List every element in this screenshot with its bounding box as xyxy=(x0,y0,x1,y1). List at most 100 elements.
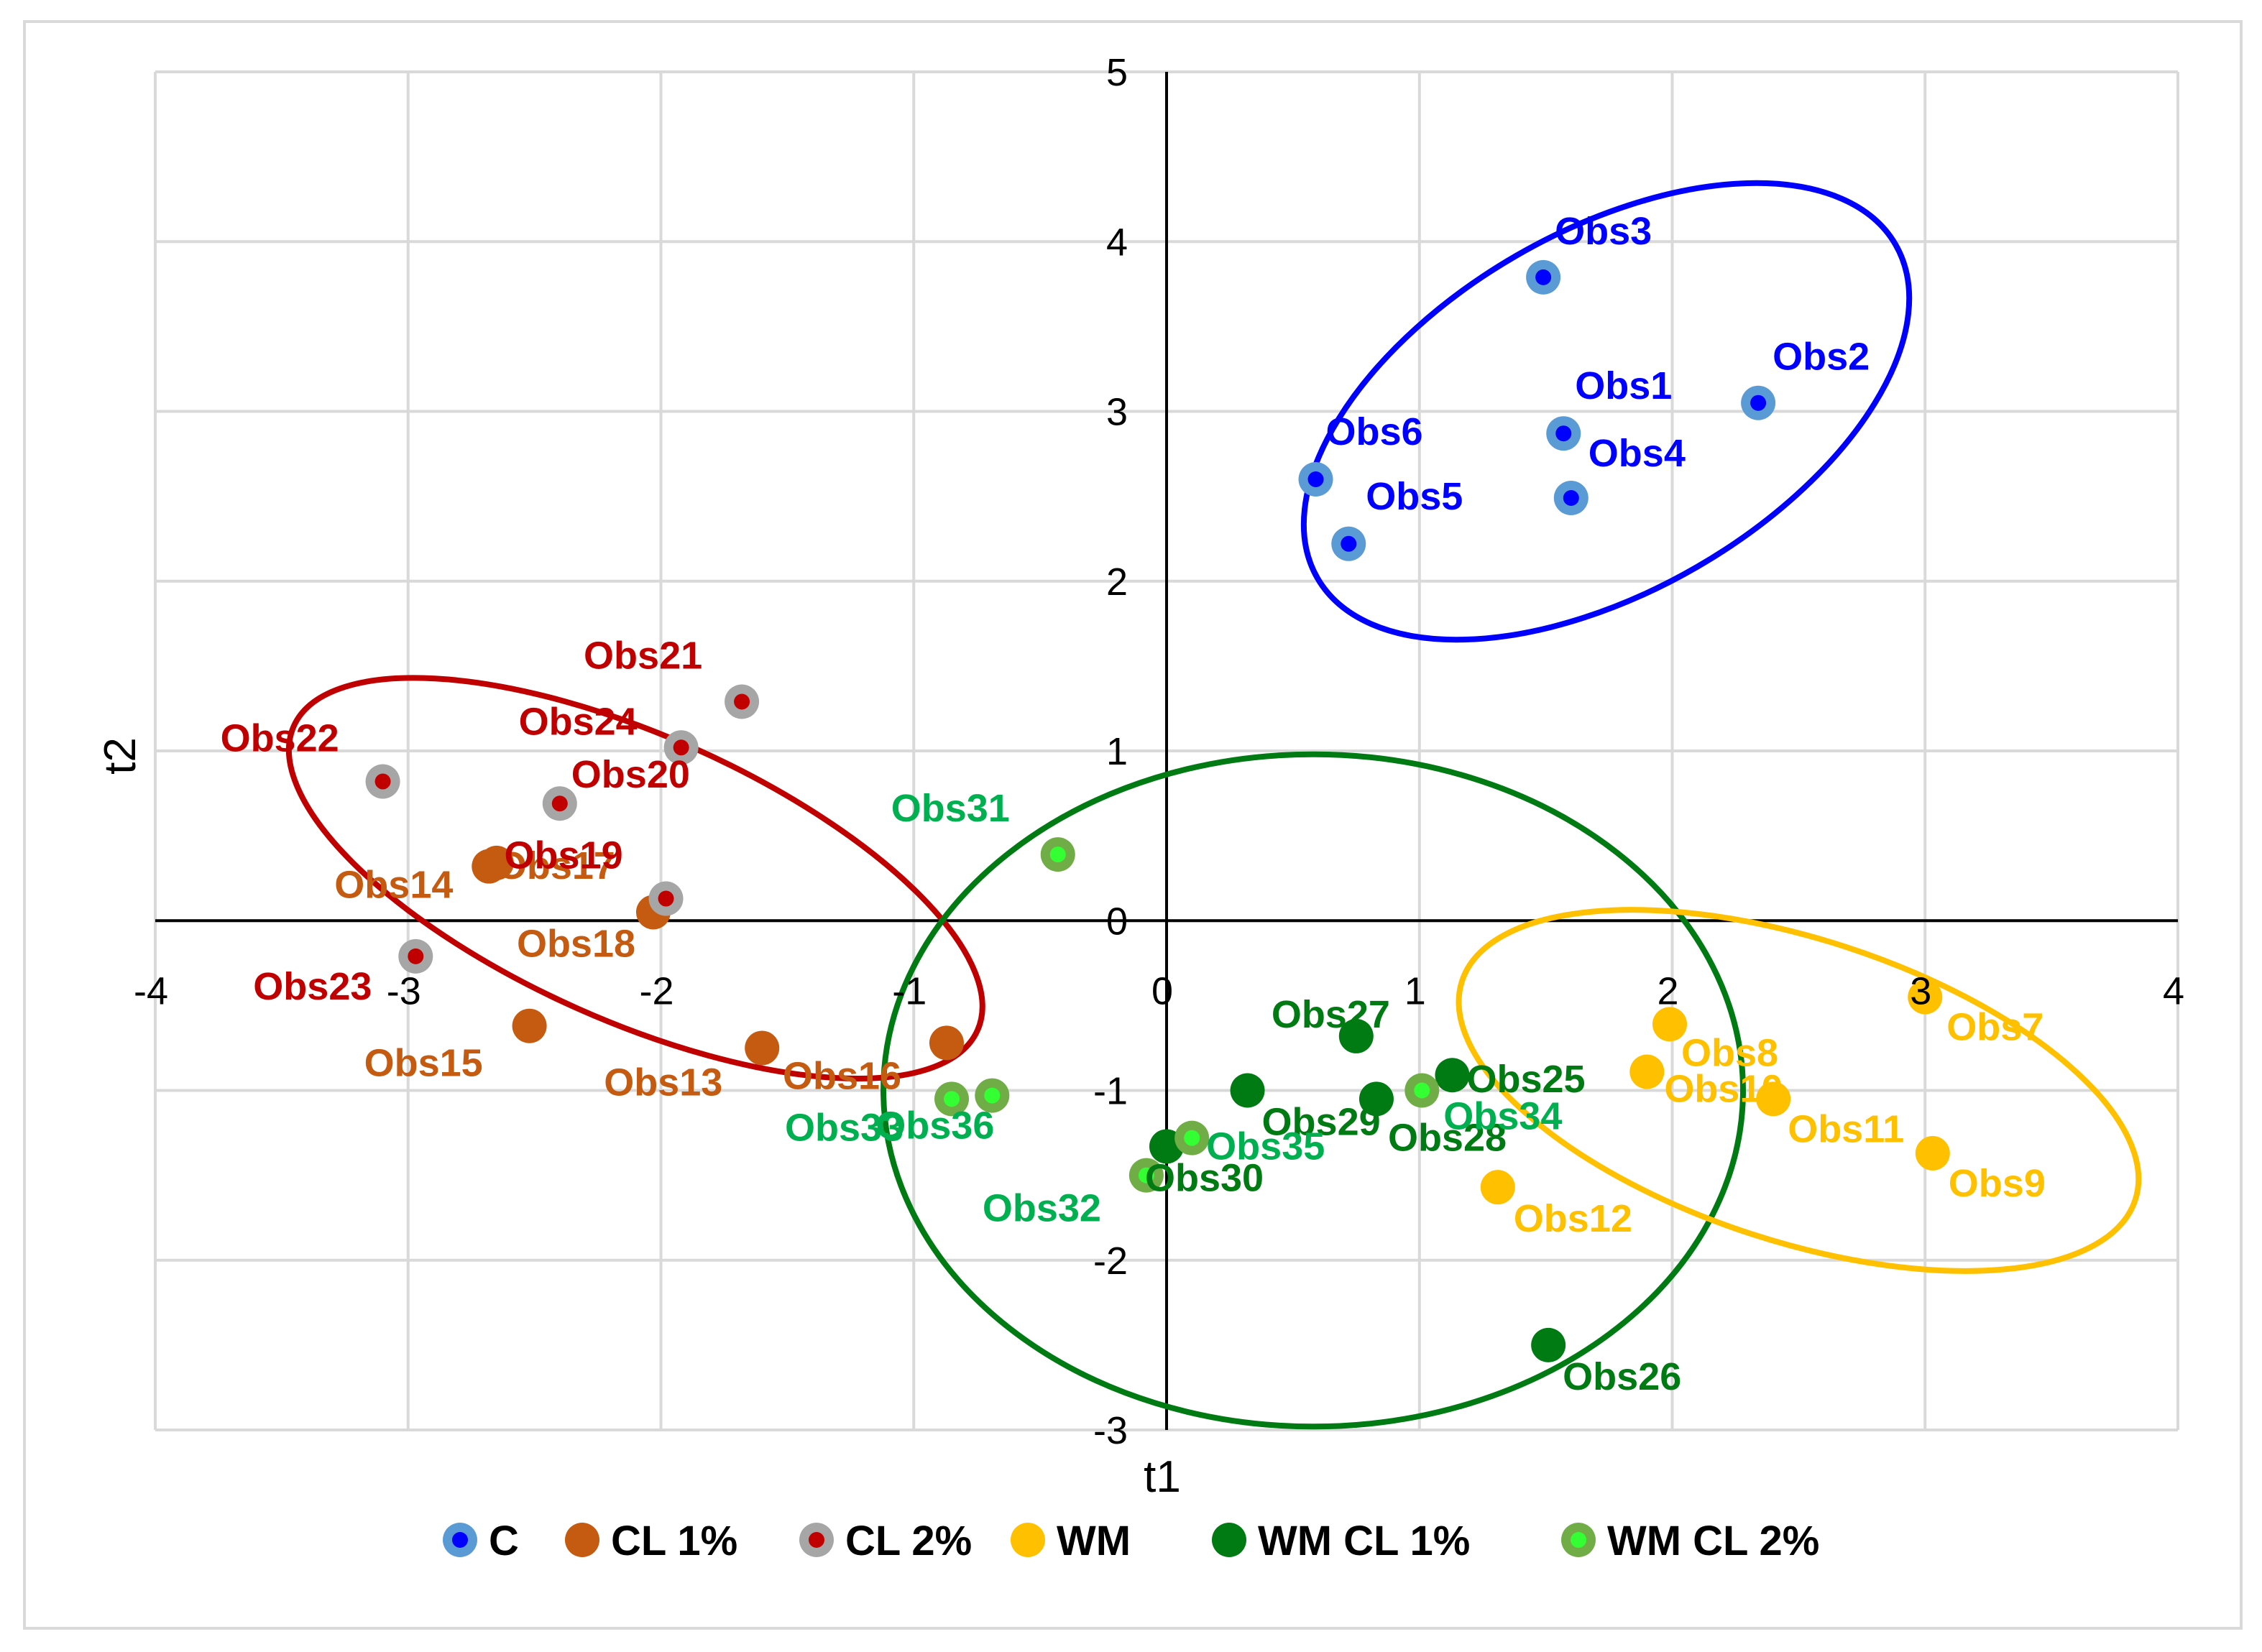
point-obs9 xyxy=(1915,1135,1950,1171)
point-label: Obs27 xyxy=(1272,993,1390,1036)
point-obs17 xyxy=(479,845,514,880)
point-obs11 xyxy=(1756,1081,1791,1117)
point-marker-inner xyxy=(1239,1082,1256,1099)
point-label: Obs32 xyxy=(983,1187,1101,1230)
point-label: Obs13 xyxy=(604,1061,722,1104)
point-label: Obs2 xyxy=(1773,336,1870,379)
legend-label: WM CL 2% xyxy=(1607,1518,1819,1564)
point-marker-inner xyxy=(1444,1067,1461,1084)
point-label: Obs25 xyxy=(1466,1058,1585,1101)
ellipse-c xyxy=(1300,180,1913,643)
point-label: Obs14 xyxy=(334,864,453,907)
point-obs22 xyxy=(365,764,400,799)
x-tick-label: -1 xyxy=(892,969,927,1012)
legend-label: C xyxy=(489,1518,519,1564)
point-obs13 xyxy=(745,1030,780,1066)
legend-marker-inner xyxy=(574,1532,590,1548)
point-obs6 xyxy=(1298,462,1333,497)
legend-label: WM CL 1% xyxy=(1258,1518,1470,1564)
point-marker-inner xyxy=(1917,989,1934,1005)
point-obs4 xyxy=(1553,480,1589,515)
point-marker-inner xyxy=(1750,394,1767,411)
point-marker-inner xyxy=(1159,1138,1174,1155)
point-obs31 xyxy=(1040,837,1075,872)
y-tick-label: 4 xyxy=(1106,221,1128,264)
legend-marker-inner xyxy=(1571,1532,1586,1548)
point-marker-inner xyxy=(984,1087,1001,1104)
point-marker-inner xyxy=(408,948,424,964)
tick-labels: -4 -3 -2 -1 0 1 2 3 4 -3 -2 -1 0 1 2 3 4 5 xyxy=(134,51,2184,1452)
point-marker-inner xyxy=(1661,1016,1678,1033)
chart-border xyxy=(23,20,2243,1630)
series-wm-cl-1- xyxy=(1149,1018,1566,1362)
x-tick-label: -4 xyxy=(134,969,168,1012)
point-obs3 xyxy=(1526,259,1561,295)
y-tick-label: 2 xyxy=(1106,560,1128,604)
point-obs20 xyxy=(542,786,577,821)
point-label: Obs16 xyxy=(783,1054,901,1097)
point-obs5 xyxy=(1331,526,1366,561)
point-marker-inner xyxy=(1563,489,1579,506)
axes xyxy=(155,72,2178,1430)
point-label: Obs24 xyxy=(519,700,638,743)
legend-label: CL 2% xyxy=(845,1518,972,1564)
point-marker-inner xyxy=(1049,846,1066,863)
x-tick-label: 0 xyxy=(1151,969,1173,1012)
ellipse-wm-cl xyxy=(881,751,1746,1430)
x-tick-label: 1 xyxy=(1404,969,1426,1012)
point-marker-inner xyxy=(944,1091,960,1107)
legend-item: WM CL 2% xyxy=(1561,1518,1819,1564)
point-marker-inner xyxy=(1555,425,1572,442)
x-tick-label: 2 xyxy=(1657,969,1678,1012)
series-c xyxy=(1298,259,1776,561)
point-obs12 xyxy=(1480,1170,1515,1205)
point-label: Obs19 xyxy=(505,834,623,877)
point-obs24 xyxy=(663,730,699,765)
legend-item: C xyxy=(443,1518,519,1564)
point-marker-inner xyxy=(754,1040,771,1056)
x-axis-title: t1 xyxy=(1144,1452,1181,1502)
point-obs10 xyxy=(1629,1054,1665,1089)
point-marker-inner xyxy=(734,693,750,710)
point-label: Obs31 xyxy=(891,787,1010,830)
point-label: Obs34 xyxy=(1443,1095,1562,1138)
point-marker-inner xyxy=(1414,1082,1430,1099)
point-marker-inner xyxy=(658,890,674,907)
point-label: Obs5 xyxy=(1366,475,1463,518)
point-marker-inner xyxy=(521,1017,538,1034)
point-label: Obs1 xyxy=(1575,364,1672,407)
y-tick-label: -3 xyxy=(1093,1409,1128,1452)
point-obs21 xyxy=(725,684,760,719)
legend-item: WM CL 1% xyxy=(1212,1518,1470,1564)
point-obs28 xyxy=(1358,1081,1394,1117)
legend-item: CL 1% xyxy=(565,1518,737,1564)
point-label: Obs30 xyxy=(1145,1156,1264,1199)
point-obs16 xyxy=(929,1025,964,1061)
series-cl-1- xyxy=(472,845,964,1066)
point-marker-inner xyxy=(488,854,505,871)
point-obs26 xyxy=(1531,1327,1566,1362)
point-label: Obs20 xyxy=(571,753,690,796)
point-obs19 xyxy=(648,881,684,916)
point-obs23 xyxy=(398,938,433,974)
point-label: Obs12 xyxy=(1514,1197,1632,1240)
legend-item: WM xyxy=(1011,1518,1131,1564)
point-label: Obs18 xyxy=(517,922,635,965)
legend-marker-inner xyxy=(452,1532,468,1548)
point-obs36 xyxy=(975,1078,1010,1113)
point-label: Obs17 xyxy=(497,844,615,887)
legend-marker-inner xyxy=(1221,1532,1237,1548)
point-label: Obs11 xyxy=(1788,1107,1904,1150)
point-obs34 xyxy=(1404,1073,1440,1108)
y-tick-label: 1 xyxy=(1106,730,1128,773)
point-obs32 xyxy=(1128,1158,1164,1193)
point-marker-inner xyxy=(1639,1063,1655,1080)
point-label: Obs28 xyxy=(1388,1116,1507,1159)
point-obs27 xyxy=(1338,1018,1374,1053)
point-obs7 xyxy=(1908,979,1943,1015)
point-marker-inner xyxy=(1368,1091,1384,1107)
point-obs2 xyxy=(1741,385,1776,420)
x-tick-label: 4 xyxy=(2163,969,2184,1012)
legend-label: WM xyxy=(1057,1518,1131,1564)
